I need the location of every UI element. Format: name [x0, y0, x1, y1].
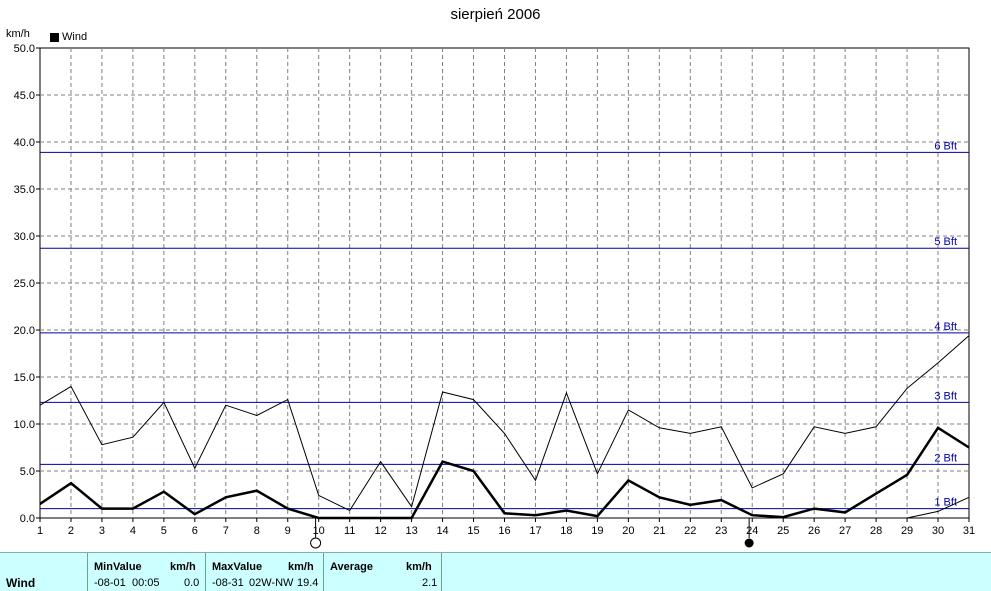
x-tick-label: 30	[932, 525, 944, 537]
max-header: MaxValue	[212, 561, 263, 573]
x-tick-label: 4	[130, 525, 136, 537]
y-tick-label: 40.0	[14, 137, 35, 149]
x-tick-label: 8	[254, 525, 260, 537]
max-value: 19.4	[297, 577, 319, 589]
bft-label: 3 Bft	[934, 390, 957, 402]
x-tick-label: 7	[223, 525, 229, 537]
x-tick-label: 11	[344, 525, 355, 537]
x-tick-label: 28	[870, 525, 882, 537]
x-tick-label: 22	[684, 525, 696, 537]
stats-footer: Wind MinValue km/h -08-01 00:05 0.0 MaxV…	[0, 552, 991, 591]
x-tick-label: 5	[161, 525, 167, 537]
x-tick-label: 19	[591, 525, 603, 537]
wind-min-line	[906, 496, 970, 519]
max-cell: MaxValue km/h -08-31 02W-NW 19.4	[206, 553, 324, 591]
avg-header: Average	[330, 561, 374, 573]
y-unit-label: km/h	[6, 28, 30, 40]
min-header: MinValue	[94, 561, 142, 573]
y-tick-label: 20.0	[14, 325, 35, 337]
x-tick-label: 29	[901, 525, 913, 537]
y-tick-label: 35.0	[14, 184, 35, 196]
max-unit: km/h	[288, 561, 314, 573]
x-tick-label: 20	[622, 525, 634, 537]
legend-swatch	[50, 32, 59, 42]
x-tick-label: 25	[777, 525, 789, 537]
x-tick-label: 13	[405, 525, 417, 537]
x-tick-label: 17	[529, 525, 541, 537]
x-tick-label: 21	[653, 525, 665, 537]
bft-label: 1 Bft	[934, 497, 957, 509]
wind-chart: 0.0 5.0 10.0 15.0 20.0 25.0 30.0 35.0 40.0 45.0 50…	[14, 43, 975, 549]
y-tick-label: 5.0	[20, 466, 35, 478]
footer-row-label: Wind	[6, 576, 36, 590]
y-tick-label: 25.0	[14, 278, 35, 290]
x-tick-label: 16	[498, 525, 510, 537]
min-value: 0.0	[184, 577, 200, 589]
x-tick-label: 6	[192, 525, 198, 537]
bft-label: 4 Bft	[934, 321, 957, 333]
footer-label-cell: Wind	[0, 553, 88, 591]
x-tick-label: 23	[715, 525, 727, 537]
x-tick-label: 14	[436, 525, 448, 537]
min-cell: MinValue km/h -08-01 00:05 0.0	[88, 553, 206, 591]
bft-label: 5 Bft	[934, 236, 957, 248]
max-date: -08-31	[212, 577, 244, 589]
x-tick-label: 27	[839, 525, 851, 537]
y-tick-label: 45.0	[14, 90, 35, 102]
min-time: 00:05	[132, 577, 160, 589]
chart-title: sierpień 2006	[450, 6, 541, 23]
min-unit: km/h	[170, 561, 196, 573]
bft-label: 6 Bft	[934, 140, 957, 152]
x-tick-label: 1	[37, 525, 43, 537]
x-tick-label: 2	[68, 525, 74, 537]
y-tick-label: 15.0	[14, 372, 35, 384]
y-tick-label: 50.0	[14, 43, 35, 55]
legend-label: Wind	[62, 31, 88, 43]
x-tick-label: 9	[285, 525, 291, 537]
min-date: -08-01	[94, 577, 126, 589]
y-tick-label: 30.0	[14, 231, 35, 243]
full-moon-icon	[310, 537, 322, 549]
avg-unit: km/h	[406, 561, 432, 573]
avg-value: 2.1	[422, 577, 438, 589]
y-tick-label: 0.0	[20, 513, 35, 525]
new-moon-icon	[744, 538, 754, 548]
y-tick-label: 10.0	[14, 419, 35, 431]
x-tick-label: 12	[375, 525, 387, 537]
x-tick-label: 3	[99, 525, 105, 537]
x-tick-label: 24	[746, 525, 758, 537]
wind-average-line	[39, 426, 970, 520]
x-tick-label: 15	[467, 525, 479, 537]
bft-label: 2 Bft	[934, 452, 957, 464]
wind-gust-line	[39, 335, 970, 512]
x-tick-label: 31	[963, 525, 975, 537]
x-tick-label: 26	[808, 525, 820, 537]
avg-cell: Average km/h 2.1	[324, 553, 442, 591]
legend: Wind	[50, 31, 87, 43]
x-tick-label: 18	[560, 525, 572, 537]
x-tick-label: 10	[313, 525, 325, 537]
max-dir: 02W-NW	[249, 577, 294, 589]
